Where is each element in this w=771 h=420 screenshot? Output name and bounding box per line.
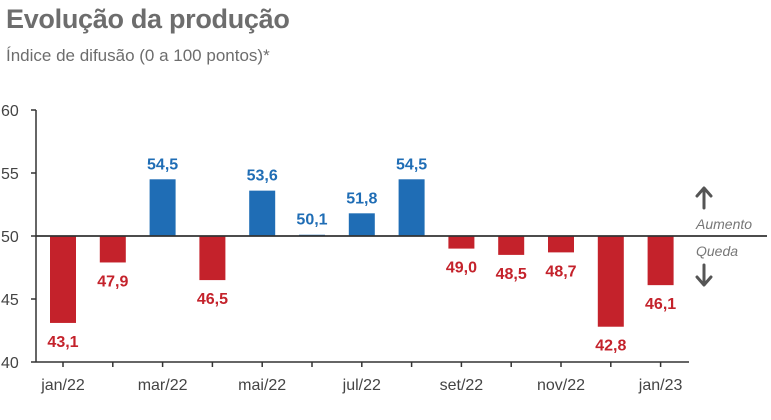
- bar: [398, 179, 425, 236]
- bar: [548, 236, 574, 253]
- arrow-up-icon: [695, 186, 713, 210]
- y-tick-label: 40: [1, 355, 19, 372]
- bar: [50, 236, 76, 323]
- value-label: 43,1: [47, 334, 78, 351]
- bar: [647, 236, 674, 286]
- bar: [348, 213, 375, 236]
- value-label: 48,5: [496, 266, 527, 283]
- value-label: 47,9: [97, 273, 128, 290]
- x-tick-label: mai/22: [238, 377, 286, 394]
- bar: [99, 236, 126, 263]
- value-label: 54,5: [147, 156, 178, 173]
- x-axis: jan/22 mar/22 mai/22 jul/22 set/22 nov/22 jan/…: [36, 235, 767, 394]
- value-label: 54,5: [396, 156, 427, 173]
- legend-up-label: Aumento: [695, 216, 752, 232]
- bar: [597, 236, 624, 327]
- x-tick-label: jan/22: [40, 377, 85, 394]
- x-tick-label: nov/22: [537, 377, 585, 394]
- bar: [249, 190, 276, 236]
- value-label: 53,6: [247, 168, 278, 185]
- bar: [498, 236, 525, 255]
- chart-subtitle: Índice de difusão (0 a 100 pontos)*: [6, 46, 270, 65]
- y-tick-label: 55: [1, 166, 19, 183]
- y-tick-label: 50: [1, 229, 19, 246]
- legend: Aumento Queda: [695, 186, 752, 287]
- value-labels-group: 43,1 47,9 54,5 46,5 53,6 50,1 51,8 54,5 49,0 48,5…: [47, 156, 676, 354]
- bar: [199, 236, 226, 281]
- y-axis: 40 45 50 55 60: [1, 103, 37, 372]
- bar: [149, 179, 176, 236]
- value-label: 46,5: [197, 291, 228, 308]
- arrow-down-icon: [695, 263, 713, 287]
- bars-group: [50, 179, 674, 327]
- y-tick-label: 45: [1, 292, 19, 309]
- value-label: 48,7: [545, 263, 576, 280]
- value-label: 50,1: [296, 212, 327, 229]
- chart-title: Evolução da produção: [6, 4, 290, 34]
- x-tick-label: jul/22: [342, 377, 381, 394]
- value-label: 49,0: [446, 260, 477, 277]
- y-tick-label: 60: [1, 103, 19, 120]
- value-label: 51,8: [346, 190, 377, 207]
- value-label: 46,1: [645, 296, 676, 313]
- value-label: 42,8: [595, 338, 626, 355]
- x-tick-label: jan/23: [638, 377, 683, 394]
- legend-down-label: Queda: [696, 243, 738, 259]
- x-tick-label: mar/22: [138, 377, 188, 394]
- bar: [448, 236, 475, 249]
- x-tick-label: set/22: [440, 377, 484, 394]
